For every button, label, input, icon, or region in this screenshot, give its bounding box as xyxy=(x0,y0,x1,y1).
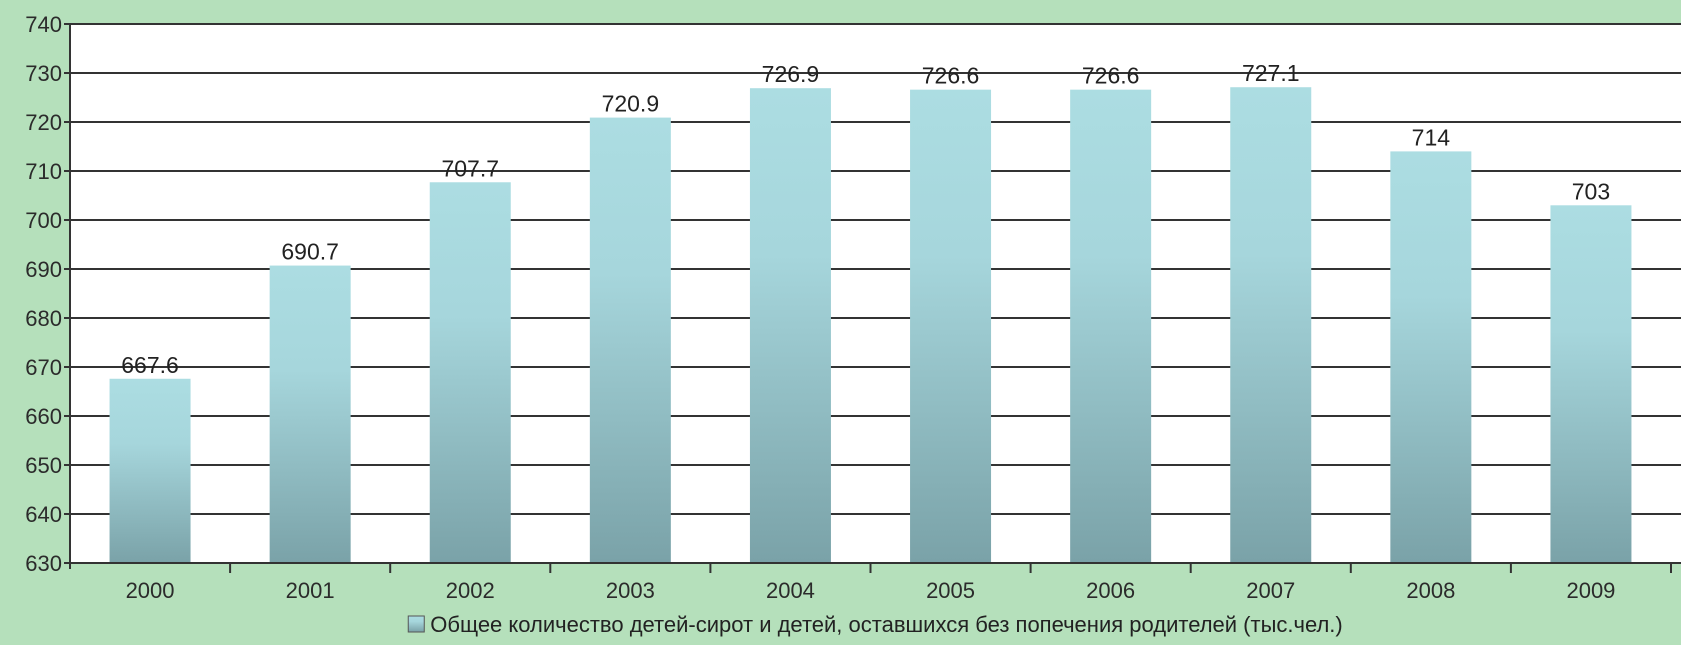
y-tick-label: 680 xyxy=(25,306,62,331)
data-label-2005: 726.6 xyxy=(922,63,980,89)
data-labels: 667.6 690.7 707.7 720.9 726.9 726.6 726.6 727.1… xyxy=(121,60,1610,378)
bar-2004 xyxy=(749,88,831,563)
y-tick-label: 660 xyxy=(25,404,62,429)
data-label-2007: 727.1 xyxy=(1242,60,1300,86)
data-label-2001: 690.7 xyxy=(281,239,339,265)
data-label-2006: 726.6 xyxy=(1082,63,1140,89)
y-tick-label: 720 xyxy=(25,110,62,135)
data-label-2009: 703 xyxy=(1572,178,1610,204)
y-tick-label: 670 xyxy=(25,355,62,380)
legend: Общее количество детей-сирот и детей, ос… xyxy=(407,612,1343,637)
data-label-2008: 714 xyxy=(1412,124,1451,150)
x-tick-label-2004: 2004 xyxy=(766,578,815,603)
y-tick-label: 710 xyxy=(25,159,62,184)
bar-2000 xyxy=(109,378,191,563)
bar-2008 xyxy=(1390,151,1472,563)
x-tick-label-2008: 2008 xyxy=(1406,578,1455,603)
axes: 630 640 650 660 670 680 690 700 710 720 730 740 2000… xyxy=(25,12,1681,603)
bar-2007 xyxy=(1230,87,1312,564)
y-tick-label: 690 xyxy=(25,257,62,282)
y-tick-label: 650 xyxy=(25,453,62,478)
bar-2003 xyxy=(589,117,671,563)
bar-2006 xyxy=(1070,89,1152,563)
x-tick-label-2007: 2007 xyxy=(1246,578,1295,603)
bar-2009 xyxy=(1550,205,1632,564)
legend-swatch xyxy=(407,615,425,633)
data-label-2003: 720.9 xyxy=(602,91,660,117)
y-tick-label: 740 xyxy=(25,12,62,37)
x-tick-label-2006: 2006 xyxy=(1086,578,1135,603)
bars xyxy=(109,87,1632,564)
y-tick-label: 700 xyxy=(25,208,62,233)
bar-2002 xyxy=(429,182,511,563)
x-tick-label-2003: 2003 xyxy=(606,578,655,603)
x-tick-label-2005: 2005 xyxy=(926,578,975,603)
data-label-2002: 707.7 xyxy=(441,155,499,181)
bar-2005 xyxy=(910,89,992,563)
x-tick-label-2001: 2001 xyxy=(286,578,335,603)
legend-label: Общее количество детей-сирот и детей, ос… xyxy=(430,612,1343,637)
y-tick-label: 640 xyxy=(25,502,62,527)
bar-2001 xyxy=(269,265,351,563)
y-tick-label: 730 xyxy=(25,61,62,86)
data-label-2004: 726.9 xyxy=(762,61,820,87)
x-tick-label-2002: 2002 xyxy=(446,578,495,603)
x-tick-label-2009: 2009 xyxy=(1566,578,1615,603)
x-tick-label-2000: 2000 xyxy=(126,578,175,603)
data-label-2000: 667.6 xyxy=(121,352,179,378)
y-tick-label: 630 xyxy=(25,551,62,576)
